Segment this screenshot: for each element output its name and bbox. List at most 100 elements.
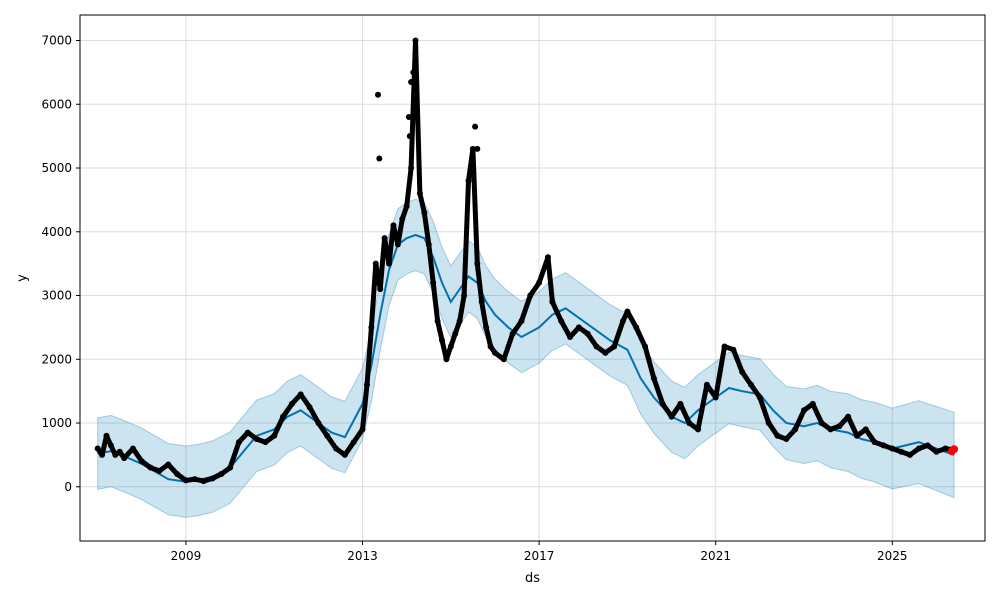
observed-point	[103, 432, 110, 439]
observed-point	[809, 400, 816, 407]
observed-point	[721, 343, 728, 350]
observed-point	[677, 400, 684, 407]
observed-point	[333, 445, 340, 452]
observed-point	[818, 420, 825, 427]
observed-point	[403, 203, 410, 210]
forecast-points-layer	[947, 445, 959, 456]
observed-point	[430, 279, 437, 286]
observed-point	[147, 464, 154, 471]
observed-point	[156, 467, 163, 474]
observed-point	[434, 318, 441, 325]
observed-point	[650, 375, 657, 382]
observed-point	[315, 420, 322, 427]
observed-point	[602, 349, 609, 356]
observed-point	[94, 445, 101, 452]
observed-point	[271, 432, 278, 439]
observed-point	[469, 145, 476, 152]
x-tick-label: 2009	[171, 549, 202, 563]
observed-point	[288, 400, 295, 407]
observed-point	[399, 216, 406, 223]
x-axis-ticks: 2009 2013 2017 2021 2025	[171, 541, 908, 563]
observed-point	[748, 381, 755, 388]
observed-point	[244, 429, 251, 436]
observed-point	[620, 318, 626, 325]
observed-point	[341, 451, 348, 458]
observed-point	[218, 471, 225, 478]
observed-point	[174, 471, 181, 478]
x-tick-label: 2021	[700, 549, 731, 563]
observed-point	[416, 190, 423, 197]
observed-point	[129, 445, 136, 452]
observed-point	[642, 343, 649, 350]
observed-point	[443, 356, 450, 363]
observed-point	[421, 209, 428, 216]
observed-point	[633, 324, 640, 331]
observed-point	[182, 477, 189, 484]
observed-point	[461, 292, 468, 299]
observed-point	[408, 165, 415, 172]
observed-point	[686, 420, 693, 427]
observed-point	[99, 451, 106, 458]
observed-point	[165, 461, 172, 468]
observed-point	[324, 432, 331, 439]
y-axis-label: y	[15, 274, 30, 282]
observed-point	[730, 346, 737, 353]
observed-point	[871, 439, 878, 446]
y-tick-label: 6000	[41, 97, 72, 111]
observed-point	[191, 476, 198, 483]
observed-point	[390, 222, 397, 229]
forecast-line-layer	[97, 233, 955, 483]
observed-point	[439, 337, 445, 344]
observed-point	[942, 445, 949, 452]
observed-point	[112, 451, 119, 458]
observed-outlier-point	[474, 145, 481, 152]
observed-point	[509, 330, 516, 337]
plot-frame	[79, 14, 986, 542]
observed-outlier-point	[410, 69, 417, 76]
observed-point	[880, 442, 887, 449]
observed-point	[827, 426, 834, 433]
observed-point	[116, 448, 123, 455]
observed-point	[200, 478, 207, 485]
observed-point	[801, 407, 807, 414]
observed-point	[138, 458, 145, 465]
observed-outlier-point	[405, 114, 412, 121]
observed-point	[297, 391, 304, 398]
observed-point	[774, 432, 781, 439]
forecast-line	[97, 233, 955, 483]
observed-point	[924, 442, 931, 449]
observed-point	[359, 426, 366, 433]
observed-point	[906, 451, 913, 458]
observed-point	[695, 426, 702, 433]
observed-point	[703, 381, 710, 388]
observed-point	[107, 442, 114, 449]
observed-point	[889, 445, 896, 452]
observed-outlier-point	[374, 91, 381, 98]
observed-point	[491, 349, 498, 356]
observed-point	[611, 343, 618, 350]
observed-point	[898, 448, 905, 455]
observed-outlier-point	[408, 78, 415, 85]
observed-point	[350, 439, 357, 446]
observed-point	[478, 298, 485, 305]
x-tick-label: 2013	[347, 549, 378, 563]
observed-point	[412, 37, 419, 44]
observed-outlier-point	[376, 155, 383, 162]
observed-point	[209, 475, 216, 482]
observed-point	[465, 177, 472, 184]
observed-point	[862, 426, 869, 433]
observed-point	[668, 413, 675, 420]
observed-point	[425, 241, 432, 248]
observed-point	[845, 413, 852, 420]
observed-point	[567, 333, 574, 340]
observed-point	[933, 448, 940, 455]
uncertainty-band	[97, 198, 955, 518]
observed-point	[386, 260, 393, 267]
observed-point	[527, 292, 534, 299]
observed-point	[584, 330, 591, 337]
observed-point	[306, 404, 313, 411]
observed-point	[483, 324, 490, 331]
observed-point	[368, 324, 375, 331]
y-tick-label: 3000	[41, 289, 72, 303]
